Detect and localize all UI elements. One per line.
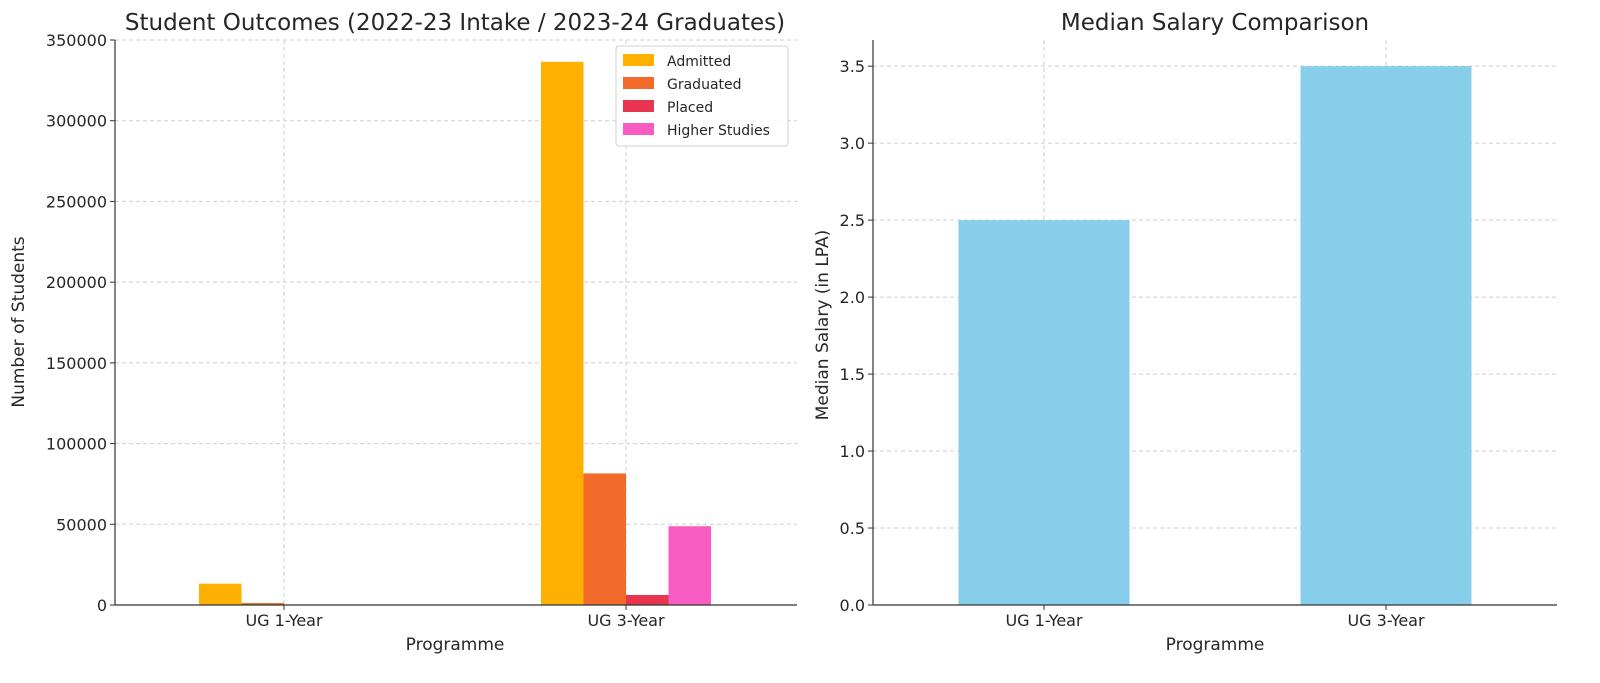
legend-swatch-placed xyxy=(623,100,654,112)
right-y-tick-label: 3.0 xyxy=(840,134,865,153)
bar-graduated-ug-3-year xyxy=(584,473,627,605)
left-y-ticks: 0 50000 100000 150000 200000 250000 300000 3500… xyxy=(46,31,115,615)
right-y-tick-label: 1.5 xyxy=(840,365,865,384)
left-y-axis-label: Number of Students xyxy=(9,236,29,407)
left-x-axis-label: Programme xyxy=(406,635,505,655)
left-y-tick-label: 300000 xyxy=(46,112,107,131)
left-y-tick-label: 100000 xyxy=(46,435,107,454)
bar-placed-ug-3-year xyxy=(626,595,669,605)
median-salary-chart: Median Salary Comparison 0.0 0.5 1.0 1.5 2.0… xyxy=(813,10,1557,655)
left-x-ticks: UG 1-Year UG 3-Year xyxy=(245,605,665,630)
left-y-tick-label: 350000 xyxy=(46,31,107,50)
bar-higher-studies-ug-3-year xyxy=(669,526,712,605)
left-x-tick-label: UG 1-Year xyxy=(245,611,323,630)
bar-median-salary-ug-3-year xyxy=(1301,66,1472,605)
bar-admitted-ug-3-year xyxy=(541,62,584,605)
legend-swatch-graduated xyxy=(623,77,654,89)
legend-label-admitted: Admitted xyxy=(667,54,731,70)
left-y-tick-label: 150000 xyxy=(46,354,107,373)
left-chart-title: Student Outcomes (2022-23 Intake / 2023-… xyxy=(125,10,785,36)
right-bars xyxy=(959,66,1472,605)
right-x-tick-label: UG 3-Year xyxy=(1347,611,1425,630)
right-y-tick-label: 2.0 xyxy=(840,288,865,307)
right-y-tick-label: 0.0 xyxy=(840,596,865,615)
right-x-ticks: UG 1-Year UG 3-Year xyxy=(1005,605,1425,630)
legend-label-placed: Placed xyxy=(667,100,713,116)
right-chart-title: Median Salary Comparison xyxy=(1061,10,1369,36)
right-y-tick-label: 3.5 xyxy=(840,57,865,76)
left-y-tick-label: 0 xyxy=(97,596,107,615)
right-y-tick-label: 1.0 xyxy=(840,442,865,461)
legend: Admitted Graduated Placed Higher Studies xyxy=(616,46,788,146)
right-y-tick-label: 0.5 xyxy=(840,519,865,538)
right-x-tick-label: UG 1-Year xyxy=(1005,611,1083,630)
legend-label-graduated: Graduated xyxy=(667,77,742,93)
bar-admitted-ug-1-year xyxy=(199,584,242,605)
left-y-tick-label: 200000 xyxy=(46,273,107,292)
legend-label-higher-studies: Higher Studies xyxy=(667,123,770,139)
left-y-tick-label: 50000 xyxy=(56,515,107,534)
student-outcomes-chart: Student Outcomes (2022-23 Intake / 2023-… xyxy=(9,10,797,655)
legend-swatch-admitted xyxy=(623,54,654,66)
right-y-ticks: 0.0 0.5 1.0 1.5 2.0 2.5 3.0 3.5 xyxy=(840,57,873,615)
right-x-axis-label: Programme xyxy=(1166,635,1265,655)
right-y-axis-label: Median Salary (in LPA) xyxy=(813,230,833,420)
right-y-tick-label: 2.5 xyxy=(840,211,865,230)
bar-median-salary-ug-1-year xyxy=(959,220,1130,605)
left-x-tick-label: UG 3-Year xyxy=(587,611,665,630)
left-y-tick-label: 250000 xyxy=(46,192,107,211)
legend-swatch-higher-studies xyxy=(623,123,654,135)
